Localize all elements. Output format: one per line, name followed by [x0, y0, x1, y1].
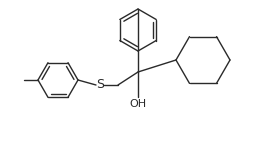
Text: OH: OH [130, 99, 146, 109]
Text: S: S [96, 78, 104, 91]
